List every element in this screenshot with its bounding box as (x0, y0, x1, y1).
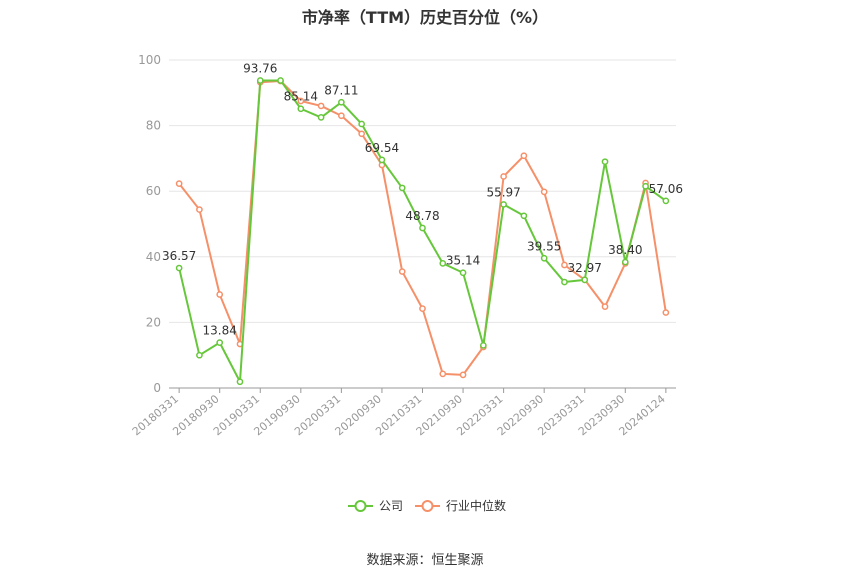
y-tick-label: 80 (146, 119, 161, 133)
data-label: 55.97 (486, 185, 520, 199)
data-point-company (621, 258, 629, 266)
data-point-company (439, 260, 447, 267)
data-point-industry (216, 291, 224, 298)
y-tick-label: 100 (138, 53, 161, 67)
series-group (175, 77, 670, 386)
legend-label: 公司 (379, 499, 403, 513)
data-point-company (398, 184, 406, 192)
data-point-company (642, 182, 649, 190)
chart-title: 市净率（TTM）历史百分位（%） (301, 8, 549, 27)
data-point-company (277, 77, 284, 84)
y-tick-label: 20 (146, 315, 161, 329)
data-point-industry (196, 206, 203, 213)
data-point-industry (419, 305, 426, 312)
data-point-industry (358, 130, 366, 138)
data-point-company (561, 278, 568, 286)
data-label: 36.57 (162, 249, 196, 263)
y-tick-label: 60 (146, 184, 161, 198)
data-point-industry (317, 102, 325, 110)
data-point-company (256, 77, 264, 84)
legend-label: 行业中位数 (446, 498, 506, 513)
gridlines (169, 59, 676, 323)
legend-marker (354, 500, 367, 512)
data-point-company (358, 120, 366, 128)
data-label: 38.40 (608, 243, 642, 257)
data-point-company (419, 224, 426, 232)
data-point-industry (338, 112, 345, 120)
data-label: 32.97 (568, 261, 602, 275)
data-point-company (662, 197, 670, 205)
data-label: 85.14 (284, 90, 318, 104)
data-point-company (297, 105, 305, 113)
data-label: 87.11 (324, 83, 358, 97)
y-tick-label: 40 (146, 250, 161, 264)
data-point-company (175, 264, 183, 272)
data-point-company (500, 201, 507, 208)
data-point-company (540, 254, 548, 262)
data-point-company (378, 156, 386, 164)
data-point-company (479, 342, 487, 349)
data-point-industry (439, 370, 447, 378)
data-point-industry (459, 371, 467, 379)
data-label: 69.54 (365, 141, 399, 155)
data-point-industry (175, 180, 183, 188)
data-label: 39.55 (527, 239, 561, 253)
source-note: 数据来源：恒生聚源 (366, 553, 484, 568)
data-point-industry (500, 173, 507, 180)
data-point-industry (561, 261, 568, 269)
data-point-company (216, 339, 224, 346)
data-point-company (196, 351, 203, 359)
data-labels: 36.57 13.84 93.76 85.14 87.11 69.54 48.78 35.14… (162, 61, 683, 337)
data-point-industry (601, 303, 609, 311)
data-point-company (459, 269, 467, 277)
data-label: 57.06 (649, 182, 683, 196)
x-axis: 2018033120180930201903312019093020200331… (130, 387, 676, 438)
data-point-company (520, 212, 528, 220)
data-point-company (601, 158, 609, 166)
data-point-company (236, 378, 244, 386)
legend[interactable]: 公司 行业中位数 (348, 498, 506, 513)
data-label: 48.78 (405, 209, 439, 223)
data-point-company (317, 114, 325, 121)
y-tick-label: 0 (153, 381, 161, 395)
data-label: 93.76 (243, 61, 277, 75)
legend-marker (421, 500, 434, 512)
data-label: 35.14 (446, 254, 480, 268)
data-point-industry (297, 97, 305, 105)
data-point-industry (520, 152, 528, 160)
data-point-industry (540, 188, 548, 196)
y-axis: 0 20 40 60 80 100 (138, 53, 161, 395)
data-point-company (581, 276, 589, 284)
data-point-industry (662, 309, 670, 316)
data-point-company (338, 98, 345, 106)
data-label: 13.84 (203, 324, 237, 338)
data-point-industry (398, 268, 406, 275)
